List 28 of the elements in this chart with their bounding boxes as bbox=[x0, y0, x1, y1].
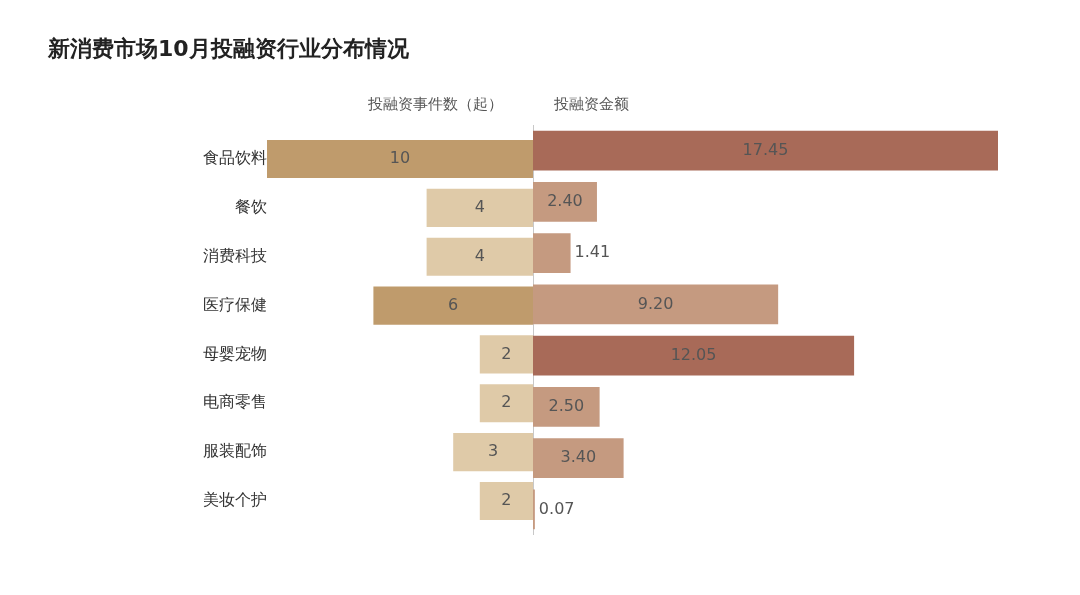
y-tick-label: 服装配饰 bbox=[203, 441, 267, 461]
y-tick-label: 医疗保健 bbox=[203, 294, 267, 314]
data-label: 2 bbox=[501, 392, 512, 412]
data-label: 6 bbox=[448, 294, 459, 314]
bar bbox=[479, 335, 533, 374]
y-tick-label: 母婴宠物 bbox=[203, 343, 267, 363]
data-label: 2 bbox=[501, 490, 512, 510]
data-label: 9.20 bbox=[637, 293, 674, 313]
y-tick-label: 餐饮 bbox=[235, 197, 267, 217]
data-label: 3 bbox=[488, 441, 499, 461]
y-tick-label: 电商零售 bbox=[203, 392, 267, 412]
data-label: 2 bbox=[501, 343, 512, 363]
y-tick-label: 食品饮料 bbox=[203, 148, 267, 168]
chart-title: 投融资金额 bbox=[554, 95, 629, 114]
data-label: 4 bbox=[474, 245, 485, 265]
chart-title: 新消费市场10月投融资行业分布情况 bbox=[48, 35, 409, 63]
data-label: 2.50 bbox=[548, 396, 585, 416]
data-label: 10 bbox=[389, 148, 411, 168]
chart-subtitle: 投融资事件数（起） bbox=[368, 95, 503, 114]
data-label: 12.05 bbox=[670, 344, 717, 364]
y-tick-label: 美妆个护 bbox=[203, 490, 267, 510]
data-label: 17.45 bbox=[742, 139, 789, 159]
data-label: 2.40 bbox=[547, 191, 583, 211]
data-label: 1.41 bbox=[574, 242, 611, 262]
data-label: 4 bbox=[474, 197, 485, 217]
y-tick-label: 消费科技 bbox=[203, 245, 267, 265]
data-label: 3.40 bbox=[560, 447, 597, 467]
data-label: 0.07 bbox=[538, 498, 575, 518]
